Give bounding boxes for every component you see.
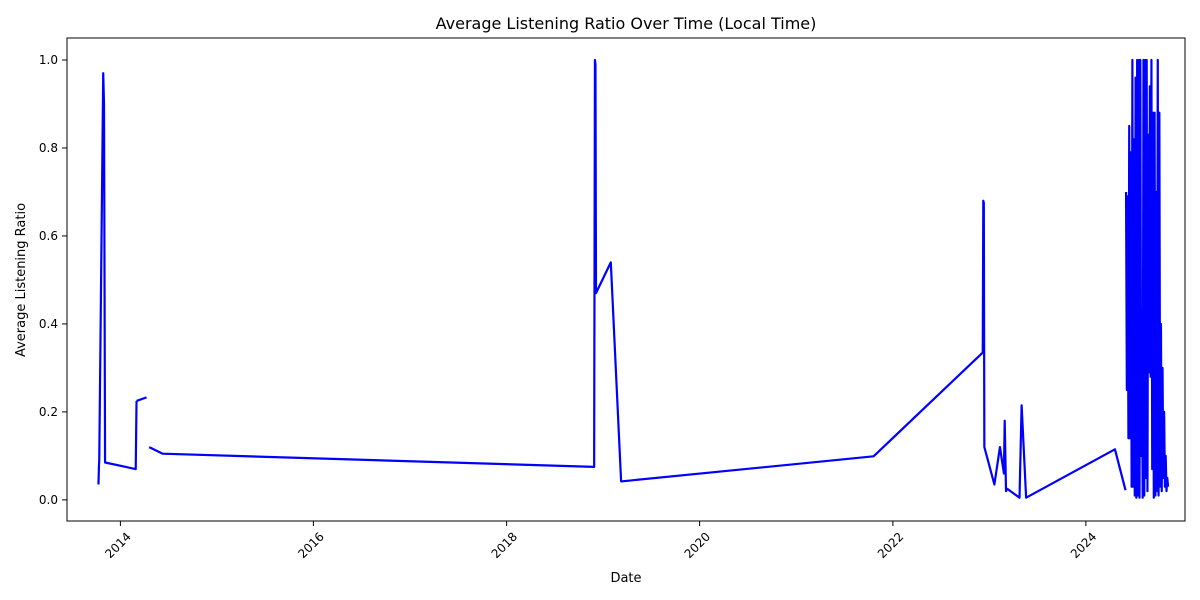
y-tick-label: 0.0 <box>39 493 58 507</box>
series-line-segment <box>148 58 1127 499</box>
y-tick-label: 1.0 <box>39 53 58 67</box>
plot-frame <box>66 37 1186 522</box>
y-tick-label: 0.4 <box>39 317 58 331</box>
chart-title: Average Listening Ratio Over Time (Local… <box>436 14 817 33</box>
series-line-segment <box>1124 58 1170 499</box>
y-tick-label: 0.6 <box>39 229 58 243</box>
series-line-segment <box>136 396 147 402</box>
y-tick-label: 0.2 <box>39 405 58 419</box>
series-line-segment <box>97 72 138 485</box>
y-axis-ticks: 0.0 0.2 0.4 0.6 0.8 1.0 <box>39 53 67 507</box>
y-axis-label: Average Listening Ratio <box>14 203 29 357</box>
y-tick-label: 0.8 <box>39 141 58 155</box>
x-axis-label: Date <box>610 571 641 586</box>
series-line-group <box>97 58 1170 499</box>
